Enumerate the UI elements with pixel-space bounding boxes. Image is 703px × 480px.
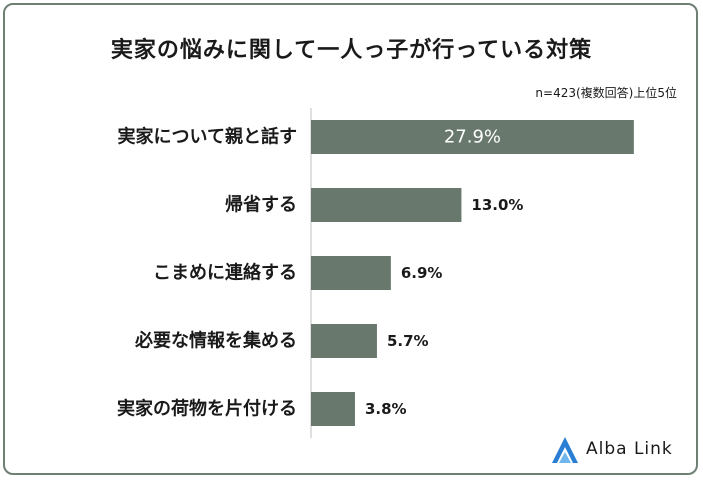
category-label: こまめに連絡する [153, 262, 297, 284]
data-label: 3.8% [365, 400, 407, 418]
data-label: 5.7% [387, 332, 429, 350]
chart-frame [3, 3, 698, 475]
bar [311, 188, 462, 222]
sample-note: n=423(複数回答)上位5位 [535, 86, 677, 100]
category-label: 必要な情報を集める [134, 330, 297, 352]
chart-title: 実家の悩みに関して一人っ子が行っている対策 [110, 38, 593, 63]
bar [311, 324, 377, 358]
bar [311, 392, 355, 426]
alba-link-logo-icon [552, 437, 578, 463]
alba-link-logo-text: Alba Link [586, 439, 673, 459]
category-label: 帰省する [225, 194, 297, 216]
bar [311, 120, 634, 154]
category-label: 実家について親と話す [118, 126, 297, 148]
data-label: 27.9% [444, 127, 501, 148]
data-label: 13.0% [471, 196, 523, 214]
alba-link-logo: Alba Link [548, 433, 688, 467]
category-label: 実家の荷物を片付ける [117, 398, 297, 420]
bar [311, 256, 391, 290]
data-label: 6.9% [401, 264, 443, 282]
